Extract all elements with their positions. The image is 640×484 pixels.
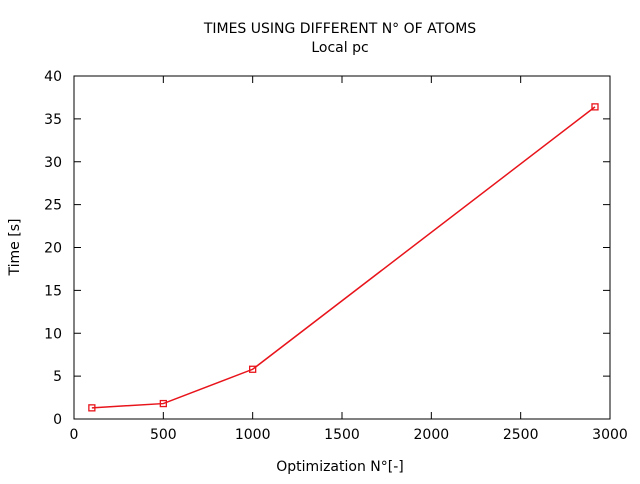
x-tick-label: 2000 xyxy=(414,427,450,443)
x-axis-label: Optimization N°[-] xyxy=(276,459,403,475)
data-point-marker xyxy=(249,365,257,373)
y-tick-label: 0 xyxy=(53,412,62,428)
chart-title: TIMES USING DIFFERENT N° OF ATOMS xyxy=(203,21,476,37)
data-point-marker xyxy=(88,404,96,412)
chart-subtitle: Local pc xyxy=(311,40,368,56)
y-tick-label: 25 xyxy=(44,198,62,214)
data-point-marker xyxy=(159,399,167,408)
x-tick-label: 0 xyxy=(70,427,79,443)
x-tick-label: 500 xyxy=(150,427,177,443)
series-line xyxy=(91,106,596,409)
x-tick-label: 2500 xyxy=(503,427,539,443)
y-axis: 0 5 10 15 20 25 30 35 40 xyxy=(44,69,610,428)
x-axis: 0 500 1000 1500 2000 2500 3000 xyxy=(70,76,628,443)
y-tick-label: 40 xyxy=(44,69,62,85)
x-tick-label: 1000 xyxy=(235,427,271,443)
y-tick-label: 10 xyxy=(44,326,62,342)
y-tick-label: 20 xyxy=(44,241,62,257)
y-tick-label: 5 xyxy=(53,369,62,385)
y-axis-label: Time [s] xyxy=(7,219,23,277)
y-tick-label: 15 xyxy=(44,283,62,299)
y-tick-label: 35 xyxy=(44,112,62,128)
plot-frame xyxy=(73,75,611,420)
x-tick-label: 1500 xyxy=(324,427,360,443)
series-layer xyxy=(88,103,599,412)
y-tick-label: 30 xyxy=(44,155,62,171)
x-tick-label: 3000 xyxy=(592,427,628,443)
data-point-marker xyxy=(591,103,599,111)
